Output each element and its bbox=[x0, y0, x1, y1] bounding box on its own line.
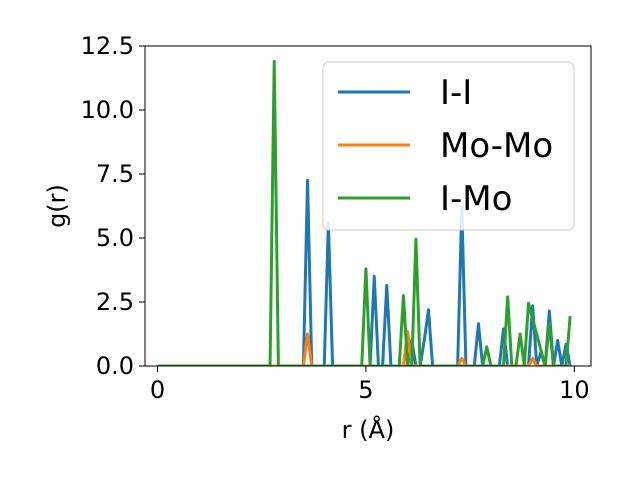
y-axis-label: g(r) bbox=[43, 184, 71, 228]
legend-label: Mo-Mo bbox=[440, 126, 553, 166]
legend: I-I Mo-Mo I-Mo bbox=[322, 61, 575, 231]
plot-area bbox=[157, 59, 572, 366]
y-tick-label: 10.0 bbox=[81, 96, 134, 124]
y-tick-label: 2.5 bbox=[96, 288, 134, 316]
x-axis-label: r (Å) bbox=[342, 415, 395, 444]
y-tick-label: 5.0 bbox=[96, 224, 134, 252]
legend-label: I-Mo bbox=[440, 179, 512, 219]
y-tick-label: 0.0 bbox=[96, 352, 134, 380]
series-line-i-mo bbox=[157, 59, 572, 366]
legend-box bbox=[322, 61, 575, 231]
y-tick-label: 12.5 bbox=[81, 32, 134, 60]
x-tick-label: 10 bbox=[559, 376, 590, 404]
y-axis: 0.0 2.5 5.0 7.5 10.0 12.5 bbox=[81, 32, 145, 380]
legend-label: I-I bbox=[440, 73, 472, 113]
series-line-mo-mo bbox=[157, 329, 571, 366]
x-tick-label: 5 bbox=[358, 376, 373, 404]
x-axis: 0 5 10 bbox=[150, 366, 590, 404]
axes-frame bbox=[144, 45, 592, 367]
y-tick-label: 7.5 bbox=[96, 160, 134, 188]
x-tick-label: 0 bbox=[150, 376, 165, 404]
